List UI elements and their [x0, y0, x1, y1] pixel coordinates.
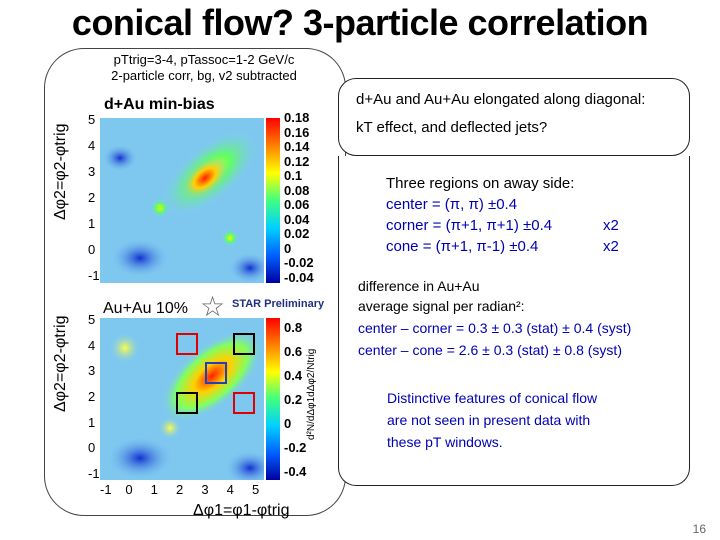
diff-line3: center – corner = 0.3 ± 0.3 (stat) ± 0.4…	[358, 320, 632, 336]
diff-line4: center – cone = 2.6 ± 0.3 (stat) ± 0.8 (…	[358, 342, 622, 358]
concl-line1: Distinctive features of conical flow	[387, 390, 598, 406]
regions-title: Three regions on away side:	[386, 175, 575, 192]
tick-label: -0.4	[284, 464, 307, 479]
tick-label: 2	[176, 482, 184, 497]
tick-label: 0.4	[284, 368, 303, 383]
corner-region-square	[176, 333, 198, 355]
tick-label: 0.16	[284, 124, 310, 140]
tick-label: 5	[252, 482, 260, 497]
kt-effect-box	[338, 78, 690, 156]
bottom-heatmap-svg	[106, 329, 264, 480]
tick-label: 3	[88, 363, 96, 379]
top-ylabel: Δφ2=φ2-φtrig	[52, 123, 69, 220]
tick-label: 0	[284, 416, 292, 431]
tick-label: 0.12	[284, 153, 310, 169]
region-center: center = (π, π) ±0.4	[386, 196, 518, 213]
tick-label: -1	[100, 482, 112, 497]
bottom-colorbar	[266, 318, 280, 480]
xlabel: Δφ1=φ1-φtrig	[193, 502, 290, 519]
subtitle-line1: pTtrig=3-4, pTassoc=1-2 GeV/c	[113, 52, 295, 67]
tick-label: 0	[88, 440, 96, 456]
tick-label: -0.2	[284, 440, 307, 455]
bottom-ylabel: Δφ2=φ2-φtrig	[52, 315, 69, 412]
cone-region-square-2	[176, 392, 198, 414]
page-number: 16	[692, 522, 706, 536]
top-colorbar	[266, 118, 280, 283]
diff-line2: average signal per radian²:	[358, 298, 525, 314]
cone-region-square	[233, 333, 255, 355]
box1-line1: d+Au and Au+Au elongated along diagonal:	[356, 91, 646, 108]
tick-label: 3	[88, 164, 96, 179]
mult-cone: x2	[603, 238, 619, 255]
tick-label: 5	[88, 112, 96, 127]
box1-line2: kT effect, and deflected jets?	[356, 119, 548, 136]
tick-label: 5	[88, 312, 96, 327]
concl-line2: are not seen in present data with	[387, 412, 591, 428]
tick-label: 0.18	[284, 110, 310, 125]
tick-label: 0.14	[284, 139, 310, 155]
diff-line1: difference in Au+Au	[358, 278, 480, 294]
tick-label: 0.8	[284, 320, 303, 335]
star-icon: ☆	[200, 291, 226, 322]
tick-label: 3	[201, 482, 209, 497]
plot-subtitle: pTtrig=3-4, pTassoc=1-2 GeV/c 2-particle…	[84, 52, 324, 84]
tick-label: 0.02	[284, 226, 310, 242]
tick-label: 2	[88, 190, 96, 205]
top-heatmap	[100, 118, 264, 283]
bottom-heatmap	[100, 318, 264, 480]
tick-label: 0.6	[284, 344, 303, 359]
tick-label: 4	[88, 337, 96, 353]
tick-label: -0.04	[284, 270, 314, 285]
tick-label: 1	[150, 482, 158, 497]
slide-title: conical flow? 3-particle correlation	[71, 2, 649, 43]
tick-label: -1	[88, 466, 100, 481]
tick-label: -1	[88, 268, 100, 283]
region-corner: corner = (π+1, π+1) ±0.4	[386, 217, 553, 234]
tick-label: -0.02	[284, 255, 314, 271]
tick-label: 1	[88, 414, 96, 430]
region-cone: cone = (π+1, π-1) ±0.4	[386, 238, 539, 255]
bottom-plot-label: Au+Au 10%	[103, 300, 188, 317]
tick-label: 1	[88, 216, 96, 231]
tick-label: 2	[88, 389, 96, 404]
tick-label: 0.04	[284, 211, 310, 227]
tick-label: 0.08	[284, 182, 310, 198]
tick-label: 0	[125, 482, 133, 497]
tick-label: 0.06	[284, 197, 310, 213]
tick-label: 0.1	[284, 168, 303, 184]
zlabel: d²N/dΔφ1dΔφ2/Ntrig	[306, 348, 317, 440]
mult-corner: x2	[603, 217, 619, 234]
corner-region-square-2	[233, 392, 255, 414]
tick-label: 0	[284, 240, 292, 256]
tick-label: 0.2	[284, 392, 303, 407]
top-plot-label: d+Au min-bias	[104, 96, 215, 113]
tick-label: 0	[88, 242, 96, 257]
top-heatmap-svg	[102, 128, 264, 283]
tick-label: 4	[88, 138, 96, 153]
concl-line3: these pT windows.	[387, 434, 503, 450]
results-box	[338, 156, 690, 486]
tick-label: 4	[226, 482, 234, 497]
star-preliminary-label: STAR Preliminary	[232, 298, 325, 310]
subtitle-line2: 2-particle corr, bg, v2 subtracted	[111, 68, 297, 83]
center-region-square	[205, 362, 227, 384]
